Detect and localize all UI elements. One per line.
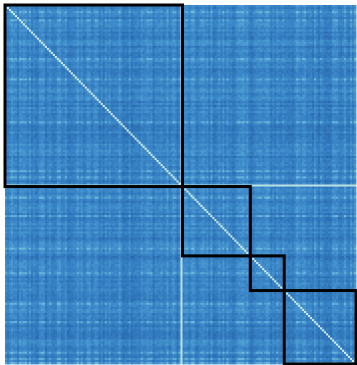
heatmap-cells — [5, 5, 356, 364]
